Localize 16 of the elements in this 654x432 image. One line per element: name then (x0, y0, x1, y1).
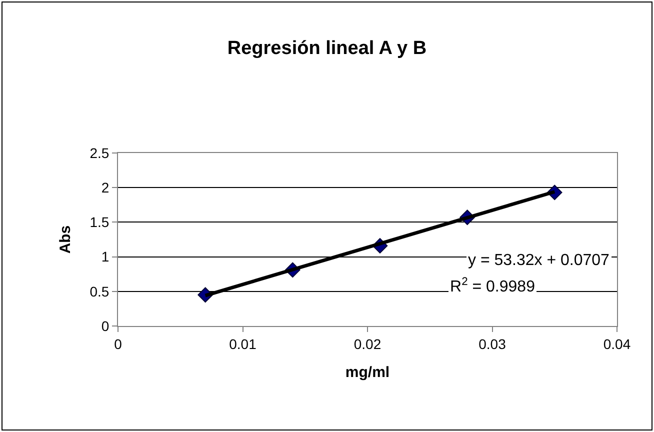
y-tick-label: 2 (101, 180, 110, 196)
x-tick-label: 0.03 (478, 336, 506, 352)
x-tick-label: 0 (114, 336, 122, 352)
x-axis-title: mg/ml (345, 364, 390, 381)
y-tick-label: 1 (101, 248, 110, 265)
chart-title: Regresión lineal A y B (227, 38, 427, 60)
x-tick-label: 0.02 (354, 336, 382, 352)
y-tick-label: 0.5 (90, 283, 110, 300)
y-tick-label: 2.5 (90, 144, 110, 161)
y-tick-label: 1.5 (90, 214, 110, 230)
y-axis-title: Abs (56, 225, 74, 254)
annotation: y = 53.32x + 0.0707 (468, 252, 610, 269)
annotation: R$^{2}$ = 0.9989 (450, 276, 536, 296)
x-tick-label: 0.04 (603, 336, 631, 352)
x-tick-label: 0.01 (229, 336, 257, 352)
y-tick-label: 0 (101, 318, 110, 334)
